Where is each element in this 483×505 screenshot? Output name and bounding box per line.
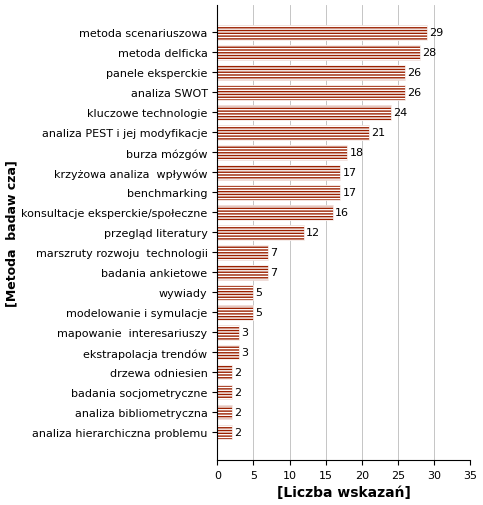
Bar bbox=[217, 66, 405, 80]
Text: 2: 2 bbox=[234, 387, 241, 397]
Bar bbox=[217, 285, 254, 300]
Bar bbox=[217, 166, 340, 180]
Text: 2: 2 bbox=[234, 427, 241, 437]
Text: 5: 5 bbox=[256, 288, 263, 298]
Bar bbox=[217, 385, 232, 399]
Text: 17: 17 bbox=[342, 188, 356, 198]
Text: 26: 26 bbox=[408, 88, 422, 98]
Text: 12: 12 bbox=[306, 228, 320, 238]
Bar bbox=[217, 106, 391, 120]
Bar bbox=[217, 306, 254, 320]
Text: 28: 28 bbox=[422, 48, 436, 59]
Bar bbox=[217, 26, 427, 40]
Text: 17: 17 bbox=[342, 168, 356, 178]
Text: 7: 7 bbox=[270, 268, 277, 278]
Text: 18: 18 bbox=[350, 148, 364, 158]
Bar bbox=[217, 406, 232, 420]
Text: 16: 16 bbox=[335, 208, 349, 218]
Text: 3: 3 bbox=[241, 328, 248, 338]
Bar bbox=[217, 206, 333, 220]
Text: 7: 7 bbox=[270, 248, 277, 258]
Bar bbox=[217, 146, 347, 160]
Text: 21: 21 bbox=[371, 128, 385, 138]
Bar bbox=[217, 86, 405, 100]
Text: 26: 26 bbox=[408, 68, 422, 78]
Bar bbox=[217, 266, 268, 280]
Bar bbox=[217, 46, 420, 61]
Bar bbox=[217, 226, 304, 240]
Text: 24: 24 bbox=[393, 108, 407, 118]
Text: 2: 2 bbox=[234, 368, 241, 378]
Text: 5: 5 bbox=[256, 308, 263, 318]
Y-axis label: [Metoda  badaw cza]: [Metoda badaw cza] bbox=[6, 160, 18, 306]
Bar bbox=[217, 126, 369, 140]
Bar bbox=[217, 186, 340, 200]
Text: 3: 3 bbox=[241, 347, 248, 358]
Bar bbox=[217, 345, 239, 360]
Bar bbox=[217, 245, 268, 260]
Bar bbox=[217, 366, 232, 380]
Bar bbox=[217, 325, 239, 340]
Text: 29: 29 bbox=[429, 28, 443, 38]
Bar bbox=[217, 425, 232, 439]
Text: 2: 2 bbox=[234, 408, 241, 418]
X-axis label: [Liczba wskazań]: [Liczba wskazań] bbox=[277, 485, 411, 499]
